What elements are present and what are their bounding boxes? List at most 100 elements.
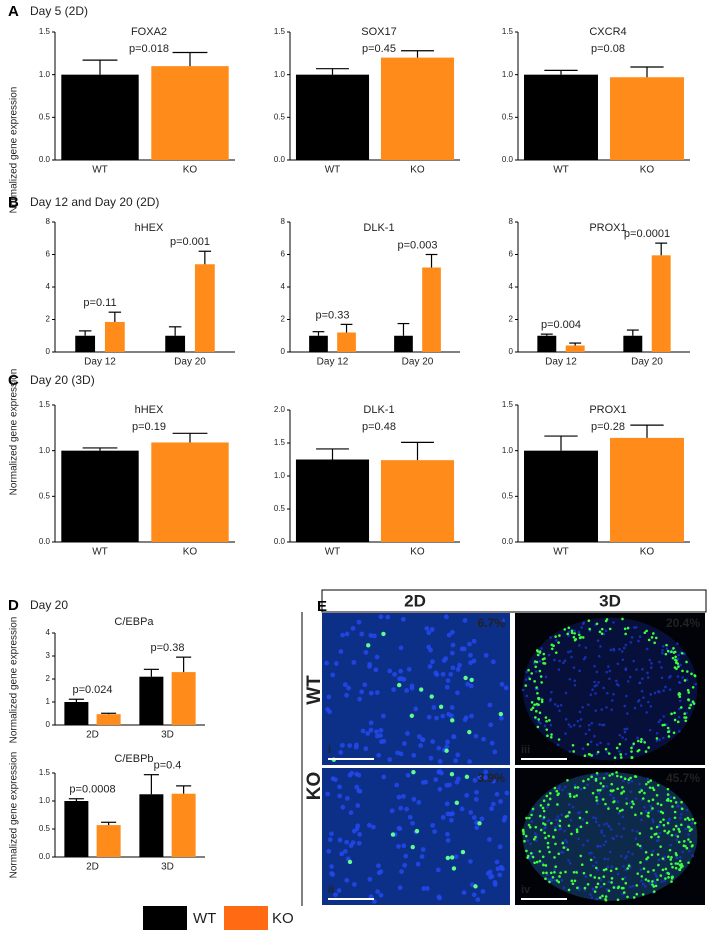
nucleus [368, 727, 374, 733]
nucleus [595, 743, 599, 747]
nucleus [467, 759, 472, 765]
positive-cell [553, 786, 557, 790]
positive-cell [680, 823, 683, 827]
positive-cell [645, 857, 648, 861]
nucleus [436, 894, 442, 900]
nucleus [592, 888, 595, 892]
nucleus [445, 739, 450, 745]
nucleus [637, 700, 640, 703]
p-value: p=0.45 [362, 43, 396, 55]
positive-cell [670, 712, 673, 716]
nucleus [641, 677, 644, 680]
nucleus [467, 641, 472, 647]
positive-cell [688, 818, 691, 822]
positive-cell [536, 725, 540, 729]
nucleus [595, 683, 598, 687]
positive-cell [525, 816, 528, 820]
positive-cell [573, 879, 577, 883]
nucleus [602, 823, 606, 826]
y-tick-label: 1.5 [39, 768, 51, 777]
nucleus [376, 752, 382, 758]
nucleus [639, 846, 643, 850]
nucleus [464, 793, 470, 798]
y-tick-label: 0.5 [502, 112, 514, 121]
positive-cell [460, 849, 466, 855]
positive-cell [670, 877, 674, 880]
positive-cell [545, 871, 548, 875]
nucleus [569, 649, 573, 653]
positive-cell [666, 793, 670, 796]
positive-cell [597, 876, 601, 880]
nucleus [596, 868, 600, 872]
positive-cell [473, 884, 478, 889]
nucleus [356, 619, 362, 625]
nucleus [490, 659, 496, 665]
bar [623, 335, 643, 352]
nucleus [370, 824, 376, 830]
positive-cell [542, 799, 546, 803]
nucleus [563, 829, 566, 833]
nucleus [355, 803, 361, 808]
nucleus [415, 861, 421, 867]
positive-cell [568, 795, 572, 798]
positive-cell [594, 866, 598, 870]
nucleus [624, 738, 628, 741]
positive-cell [645, 629, 648, 633]
positive-cell [622, 790, 626, 793]
positive-cell [691, 818, 695, 821]
positive-cell [630, 746, 633, 750]
positive-cell [524, 684, 528, 687]
positive-cell [667, 830, 671, 833]
positive-cell [675, 853, 678, 857]
positive-cell [604, 619, 608, 623]
positive-cell [555, 879, 559, 882]
nucleus [584, 655, 587, 659]
nucleus [660, 676, 664, 680]
positive-cell [567, 626, 571, 630]
nucleus [640, 818, 643, 822]
positive-cell [670, 880, 673, 883]
positive-cell [535, 702, 539, 706]
nucleus [397, 885, 403, 891]
positive-cell [680, 807, 684, 811]
nucleus [543, 724, 547, 728]
nucleus [564, 732, 567, 735]
x-tick-label: KO [183, 547, 198, 558]
nucleus [378, 614, 384, 620]
positive-cell [616, 807, 619, 810]
y-tick-label: 3 [46, 651, 51, 660]
nucleus [572, 723, 576, 727]
nucleus [416, 734, 422, 740]
nucleus [427, 664, 433, 669]
nucleus [569, 725, 573, 728]
positive-cell [655, 825, 659, 829]
nucleus [617, 750, 621, 753]
nucleus [658, 718, 662, 722]
positive-cell [575, 828, 579, 832]
positive-cell [583, 786, 586, 790]
nucleus [468, 683, 474, 689]
nucleus [491, 778, 496, 784]
panel-title: Day 20 [30, 598, 68, 612]
nucleus [554, 639, 558, 642]
nucleus [567, 803, 571, 806]
nucleus [330, 872, 336, 877]
nucleus [662, 689, 665, 692]
positive-cell [693, 821, 697, 825]
nucleus [588, 851, 591, 855]
nucleus [597, 824, 601, 827]
x-tick-label: WT [553, 165, 569, 176]
nucleus [426, 630, 432, 636]
positive-cell [534, 716, 537, 719]
p-value: p=0.001 [170, 236, 210, 248]
nucleus [605, 822, 609, 825]
nucleus [633, 706, 637, 710]
bar [171, 672, 196, 725]
positive-cell [535, 686, 538, 689]
nucleus [420, 737, 426, 743]
nucleus [494, 791, 500, 797]
nucleus [485, 871, 491, 876]
nucleus [657, 720, 661, 724]
nucleus [651, 849, 655, 853]
